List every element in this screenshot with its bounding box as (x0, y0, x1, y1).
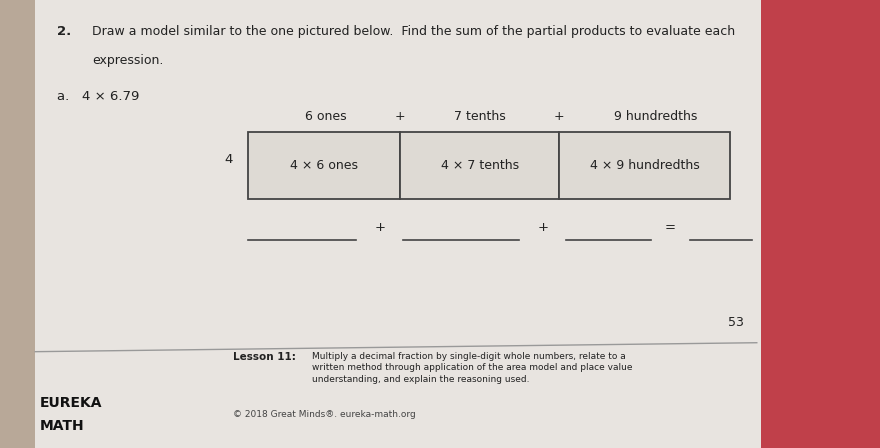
Text: 4: 4 (224, 152, 233, 166)
Text: Lesson 11:: Lesson 11: (233, 352, 296, 362)
Bar (35, 0, 792, 448)
Text: 6 ones: 6 ones (304, 110, 347, 123)
Text: +: + (375, 221, 385, 234)
Bar (248, 132, 400, 199)
Text: © 2018 Great Minds®. eureka-math.org: © 2018 Great Minds®. eureka-math.org (233, 410, 416, 419)
Text: 53: 53 (728, 316, 744, 329)
Text: 7 tenths: 7 tenths (454, 110, 505, 123)
Text: expression.: expression. (92, 54, 164, 67)
Text: Draw a model similar to the one pictured below.  Find the sum of the partial pro: Draw a model similar to the one pictured… (92, 25, 736, 38)
Text: +: + (395, 110, 406, 123)
Text: +: + (554, 110, 564, 123)
Text: EUREKA: EUREKA (40, 396, 102, 410)
Bar (400, 132, 559, 199)
Text: 9 hundredths: 9 hundredths (614, 110, 697, 123)
Text: 4 × 6 ones: 4 × 6 ones (290, 159, 358, 172)
Text: 4 × 7 tenths: 4 × 7 tenths (441, 159, 518, 172)
Text: 2.: 2. (57, 25, 71, 38)
Text: +: + (538, 221, 548, 234)
Text: Multiply a decimal fraction by single-digit whole numbers, relate to a
written m: Multiply a decimal fraction by single-di… (312, 352, 633, 384)
Bar (761, 0, 880, 448)
Text: a.   4 × 6.79: a. 4 × 6.79 (57, 90, 140, 103)
Bar (559, 132, 730, 199)
Text: =: = (665, 221, 676, 234)
Text: MATH: MATH (40, 419, 84, 433)
Text: 4 × 9 hundredths: 4 × 9 hundredths (590, 159, 700, 172)
